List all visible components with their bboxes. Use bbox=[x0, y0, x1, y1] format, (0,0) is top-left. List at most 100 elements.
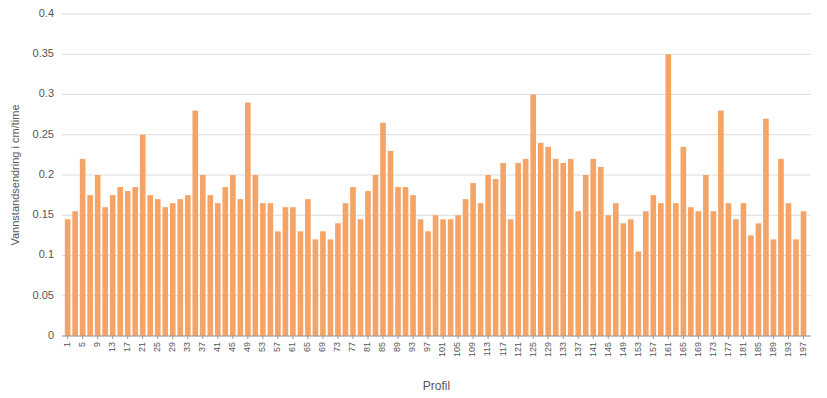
x-tick bbox=[217, 336, 218, 339]
bar bbox=[478, 203, 484, 336]
bar bbox=[711, 211, 717, 336]
chart: 00.050.10.150.20.250.30.350.415913172125… bbox=[0, 0, 827, 398]
x-tick-label: 49 bbox=[242, 342, 252, 352]
bar bbox=[132, 187, 138, 336]
bar bbox=[575, 211, 581, 336]
bar bbox=[470, 183, 476, 336]
bar bbox=[703, 175, 709, 336]
x-tick-label: 161 bbox=[663, 342, 673, 357]
x-tick-label: 45 bbox=[227, 342, 237, 352]
bar bbox=[493, 179, 499, 336]
x-tick bbox=[367, 336, 368, 339]
y-tick-label: 0.35 bbox=[33, 47, 54, 59]
bar bbox=[590, 159, 596, 336]
bar bbox=[418, 219, 424, 336]
x-tick-label: 141 bbox=[588, 342, 598, 357]
bar bbox=[268, 203, 274, 336]
bar bbox=[485, 175, 491, 336]
x-tick bbox=[413, 336, 414, 339]
x-tick bbox=[488, 336, 489, 339]
bar bbox=[628, 219, 634, 336]
x-tick bbox=[202, 336, 203, 339]
bar bbox=[786, 203, 792, 336]
x-tick-label: 125 bbox=[528, 342, 538, 357]
x-tick bbox=[683, 336, 684, 339]
bar bbox=[155, 199, 161, 336]
grid-line bbox=[62, 54, 811, 55]
y-tick-label: 0 bbox=[48, 329, 54, 341]
bar bbox=[177, 199, 183, 336]
bar bbox=[433, 215, 439, 336]
x-tick bbox=[728, 336, 729, 339]
x-tick-label: 149 bbox=[618, 342, 628, 357]
x-tick bbox=[698, 336, 699, 339]
bar bbox=[545, 147, 551, 336]
x-tick-label: 117 bbox=[498, 342, 508, 356]
bar bbox=[87, 195, 93, 336]
bar bbox=[440, 219, 446, 336]
bar bbox=[741, 203, 747, 336]
bar bbox=[455, 215, 461, 336]
x-tick-label: 5 bbox=[77, 342, 87, 347]
bar bbox=[553, 159, 559, 336]
bar bbox=[320, 231, 326, 336]
bar bbox=[230, 175, 236, 336]
y-grid bbox=[62, 14, 811, 336]
bar bbox=[298, 231, 304, 336]
bar bbox=[651, 195, 657, 336]
bar bbox=[688, 207, 694, 336]
bar bbox=[733, 219, 739, 336]
x-tick-label: 121 bbox=[513, 342, 523, 357]
x-tick-label: 13 bbox=[107, 342, 117, 352]
bar bbox=[215, 203, 221, 336]
x-tick bbox=[172, 336, 173, 339]
x-tick bbox=[578, 336, 579, 339]
x-tick bbox=[187, 336, 188, 339]
x-tick bbox=[383, 336, 384, 339]
bar bbox=[170, 203, 176, 336]
x-tick-label: 137 bbox=[573, 342, 583, 357]
x-tick-label: 197 bbox=[798, 342, 808, 357]
bar bbox=[102, 207, 108, 336]
x-tick-label: 169 bbox=[693, 342, 703, 357]
bar bbox=[185, 195, 191, 336]
y-axis-label: Vannstandsendring i cm/time bbox=[9, 104, 21, 245]
x-tick bbox=[142, 336, 143, 339]
x-tick-label: 65 bbox=[302, 342, 312, 352]
bar bbox=[275, 231, 281, 336]
x-tick bbox=[788, 336, 789, 339]
bar bbox=[343, 203, 349, 336]
x-tick-label: 9 bbox=[92, 342, 102, 347]
bar bbox=[538, 143, 544, 336]
bar bbox=[140, 135, 146, 336]
x-tick bbox=[593, 336, 594, 339]
bar bbox=[658, 203, 664, 336]
bar bbox=[260, 203, 266, 336]
x-tick-label: 53 bbox=[257, 342, 267, 352]
x-tick bbox=[653, 336, 654, 339]
x-tick bbox=[352, 336, 353, 339]
x-tick-label: 69 bbox=[317, 342, 327, 352]
x-tick-label: 33 bbox=[182, 342, 192, 352]
bar bbox=[425, 231, 431, 336]
bar bbox=[515, 163, 521, 336]
bar bbox=[313, 239, 319, 336]
x-tick-label: 145 bbox=[603, 342, 613, 357]
y-tick-label: 0.4 bbox=[39, 7, 54, 19]
bar bbox=[290, 207, 296, 336]
x-tick bbox=[623, 336, 624, 339]
x-tick-label: 153 bbox=[633, 342, 643, 357]
x-tick-label: 181 bbox=[738, 342, 748, 357]
x-tick-label: 105 bbox=[452, 342, 462, 357]
x-axis-label: Profil bbox=[423, 379, 450, 393]
y-tick-label: 0.2 bbox=[39, 168, 54, 180]
x-tick bbox=[443, 336, 444, 339]
bar bbox=[65, 219, 71, 336]
x-tick-label: 113 bbox=[482, 342, 492, 356]
x-tick bbox=[277, 336, 278, 339]
y-tick-label: 0.25 bbox=[33, 128, 54, 140]
bar bbox=[335, 223, 341, 336]
bar bbox=[238, 199, 244, 336]
bar bbox=[718, 111, 724, 336]
x-tick bbox=[518, 336, 519, 339]
